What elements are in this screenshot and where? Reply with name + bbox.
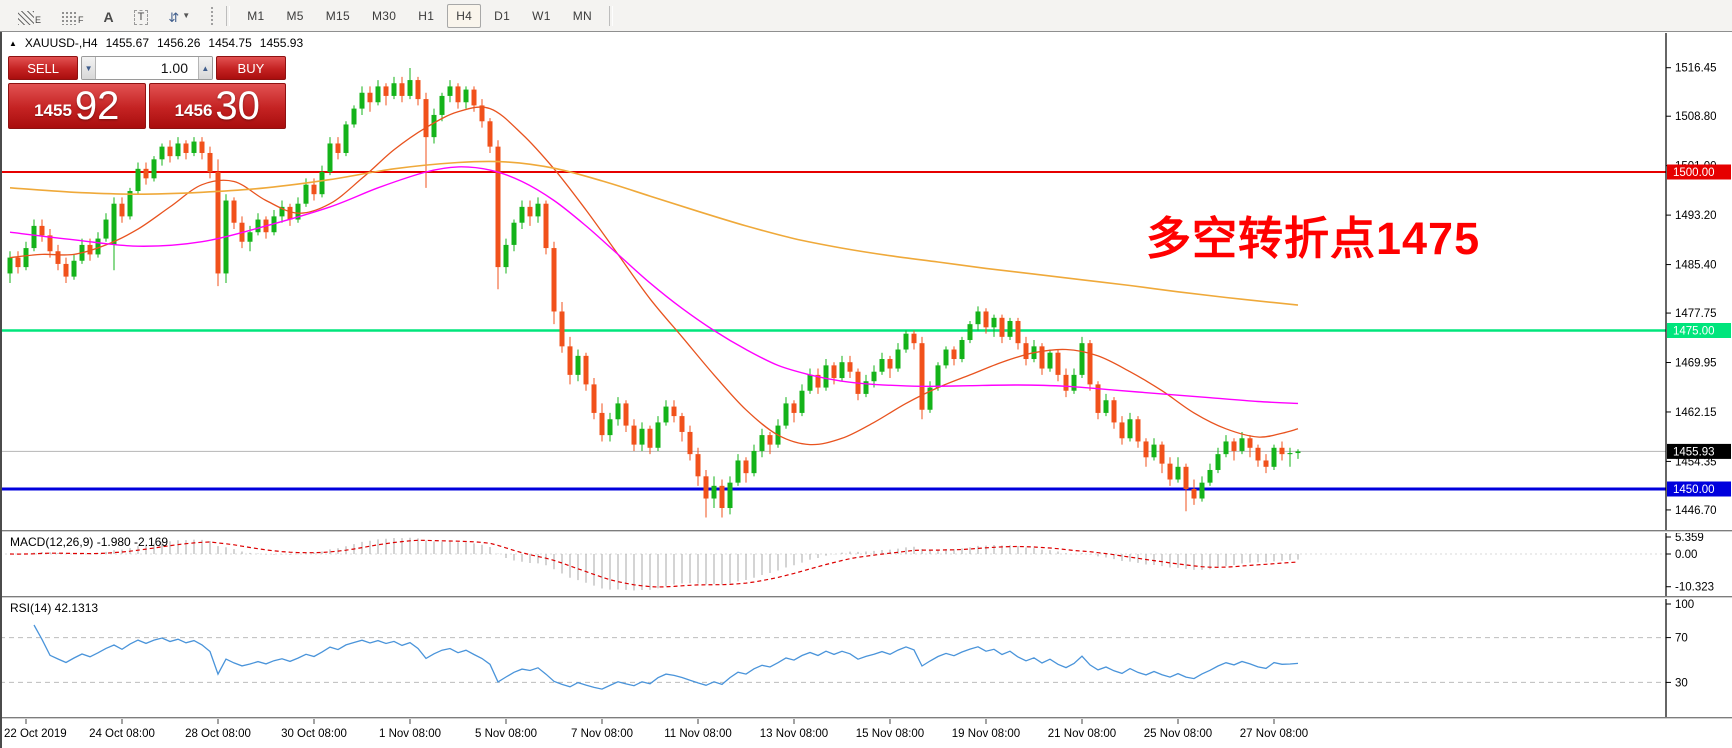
timeframe-MN[interactable]: MN [564,4,601,28]
svg-text:0.00: 0.00 [1675,549,1697,561]
dropdown-caret-icon[interactable]: ▼ [182,11,191,20]
panel-divider [0,531,1732,532]
panel-divider [0,597,1732,598]
ohlc-close: 1455.93 [259,36,304,50]
collapse-arrow-icon[interactable]: ▲ [9,38,17,48]
symbol-timeframe: XAUUSD-,H4 [24,36,98,50]
svg-text:13 Nov 08:00: 13 Nov 08:00 [760,728,828,740]
toolbar: E F A T ⇵ ▼ M1 M5 M15 M30 H1 H4 D1 W1 MN [0,0,1732,32]
svg-text:1455.93: 1455.93 [1673,446,1715,458]
svg-text:30: 30 [1675,677,1688,689]
svg-text:1477.75: 1477.75 [1675,308,1717,320]
svg-text:1454.35: 1454.35 [1675,456,1717,468]
macd-indicator-label: MACD(12,26,9) -1.980 -2.169 [10,535,169,549]
svg-text:1493.20: 1493.20 [1675,210,1717,222]
timeframe-D1[interactable]: D1 [485,4,519,28]
toolbar-separator [609,5,613,26]
sell-price-panel[interactable]: 1455 92 [8,83,146,129]
volume-increase-button[interactable]: ▲ [198,57,212,79]
chart-header: ▲ XAUUSD-,H4 1455.67 1456.26 1454.75 145… [9,36,303,50]
one-click-trading-widget: SELL ▼ ▲ BUY 1455 92 1456 30 [8,56,287,129]
svg-text:1462.15: 1462.15 [1675,407,1717,419]
panel-divider [0,717,1732,718]
timeframe-M15[interactable]: M15 [317,4,359,28]
svg-text:5 Nov 08:00: 5 Nov 08:00 [475,728,537,740]
timeframe-M5[interactable]: M5 [277,4,312,28]
chart-annotation-text: 多空转折点1475 [1146,213,1481,264]
ohlc-open: 1455.67 [105,36,149,50]
patterns-e-icon[interactable]: E [12,4,47,28]
macd-panel[interactable]: 5.359 0.00 -10.323 [0,533,1732,596]
svg-text:1469.95: 1469.95 [1675,358,1717,370]
svg-text:11 Nov 08:00: 11 Nov 08:00 [664,728,732,740]
rsi-panel[interactable]: 100 70 30 [0,599,1732,717]
sell-button[interactable]: SELL [8,56,79,80]
ohlc-low: 1454.75 [208,36,252,50]
panel-divider[interactable] [0,596,1732,597]
svg-text:19 Nov 08:00: 19 Nov 08:00 [952,728,1020,740]
volume-stepper: ▼ ▲ [81,56,213,80]
svg-text:22 Oct 2019: 22 Oct 2019 [4,728,67,740]
toolbar-separator [226,5,231,26]
svg-text:25 Nov 08:00: 25 Nov 08:00 [1144,728,1212,740]
svg-text:1450.00: 1450.00 [1673,484,1715,496]
svg-text:24 Oct 08:00: 24 Oct 08:00 [89,728,155,740]
textbox-t-icon[interactable]: T [128,4,155,28]
fibo-grid-f-icon [61,10,78,25]
buy-price-panel[interactable]: 1456 30 [148,83,286,129]
text-a-icon[interactable]: A [98,4,120,28]
timeframe-M30[interactable]: M30 [363,4,405,28]
svg-text:70: 70 [1675,633,1688,645]
svg-text:1485.40: 1485.40 [1675,260,1717,272]
buy-button[interactable]: BUY [215,56,287,80]
sell-price-main: 1455 [34,101,72,120]
svg-text:27 Nov 08:00: 27 Nov 08:00 [1240,728,1308,740]
toolbar-grip[interactable] [210,5,215,26]
timeframe-H4[interactable]: H4 [447,3,482,28]
svg-text:1475.00: 1475.00 [1673,326,1715,338]
timeframe-group: M1 M5 M15 M30 H1 H4 D1 W1 MN [236,3,603,28]
svg-text:-10.323: -10.323 [1675,582,1714,594]
window-left-edge [0,32,2,748]
svg-text:1508.80: 1508.80 [1675,111,1717,123]
sell-price-pips: 92 [74,84,120,128]
svg-text:28 Oct 08:00: 28 Oct 08:00 [185,728,251,740]
svg-text:1446.70: 1446.70 [1675,505,1717,517]
volume-decrease-button[interactable]: ▼ [82,57,96,79]
patterns-e-icon [18,10,34,25]
timeframe-W1[interactable]: W1 [523,4,560,28]
svg-text:21 Nov 08:00: 21 Nov 08:00 [1048,728,1116,740]
rsi-indicator-label: RSI(14) 42.1313 [10,601,99,615]
svg-text:7 Nov 08:00: 7 Nov 08:00 [571,728,633,740]
timeframe-M1[interactable]: M1 [238,4,273,28]
svg-text:15 Nov 08:00: 15 Nov 08:00 [856,728,924,740]
ohlc-high: 1456.26 [157,36,201,50]
chart-stack: 1516.451508.801501.001493.201485.401477.… [0,32,1732,748]
buy-price-main: 1456 [174,101,213,120]
panel-divider [0,718,1732,719]
svg-text:100: 100 [1675,599,1694,611]
drawing-tools-group: E F A T ⇵ ▼ [8,4,200,28]
svg-text:1 Nov 08:00: 1 Nov 08:00 [379,728,441,740]
volume-input[interactable] [96,57,198,79]
svg-text:30 Oct 08:00: 30 Oct 08:00 [281,728,347,740]
svg-text:5.359: 5.359 [1675,533,1704,544]
arrows-tool-icon[interactable]: ⇵ ▼ [162,4,196,28]
svg-text:1516.45: 1516.45 [1675,63,1717,75]
panel-divider[interactable] [0,530,1732,531]
price-chart[interactable]: 1516.451508.801501.001493.201485.401477.… [0,33,1732,530]
buy-price-pips: 30 [215,84,260,128]
timeframe-H1[interactable]: H1 [409,4,443,28]
time-axis: 22 Oct 2019 24 Oct 08:00 28 Oct 08:00 30 Oc… [4,719,1308,740]
svg-text:1500.00: 1500.00 [1673,167,1715,179]
fibo-grid-f-icon[interactable]: F [55,4,90,28]
